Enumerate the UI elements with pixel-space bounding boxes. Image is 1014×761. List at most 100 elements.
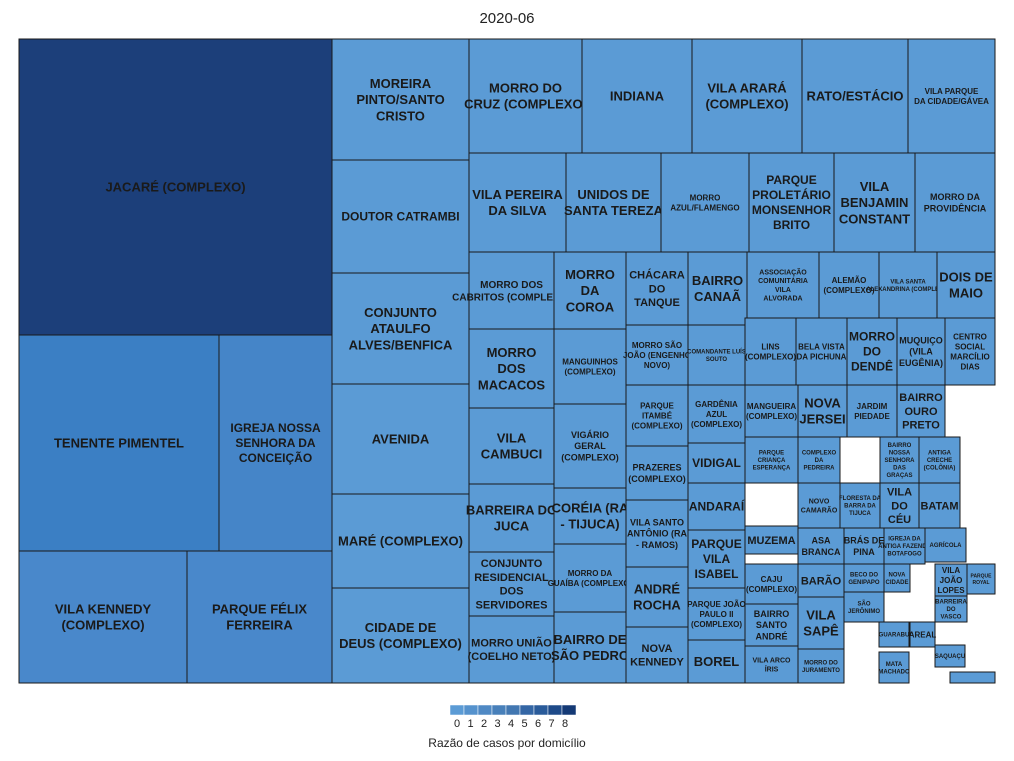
treemap-tile [331, 38, 470, 161]
treemap-tile-label: BAIRRO DE SÃO PEDRO [551, 632, 629, 663]
treemap-tile-label: COMANDANTE LUÍS SOUTO [687, 347, 746, 363]
chart-title: 2020-06 [479, 10, 535, 27]
treemap-tile-label: CHÁCARA DO TANQUE [629, 269, 685, 310]
treemap-tile-label: PARQUE PROLETÁRIO MONSENHOR BRITO [752, 173, 832, 232]
treemap-tile-label: GUARABU [879, 633, 910, 639]
treemap-tile-label: MORRO AZUL/FLAMENGO [670, 193, 739, 212]
treemap-tile [878, 621, 910, 648]
treemap-tile-label: MORRO DO DENDÊ [849, 330, 895, 374]
legend-tick: 6 [535, 718, 541, 730]
treemap-tile-label: GARDÊNIA AZUL (COMPLEXO) [691, 400, 742, 429]
treemap-tile-label: IGREJA NOSSA SENHORA DA CONCEIÇÃO [230, 421, 321, 465]
treemap-tile [744, 645, 799, 684]
treemap-tile-label: NOVO CAMARÃO [801, 499, 838, 515]
treemap-tile-label: MORRO SÃO JOÃO (ENGENHO NOVO) [623, 341, 691, 370]
treemap-tile-label: BAIRRO CANAÃ [692, 273, 743, 304]
treemap-tile [949, 671, 996, 684]
treemap-tile [468, 551, 555, 617]
treemap-tile [966, 563, 996, 595]
treemap-tile-label: ASA BRANCA [802, 536, 841, 557]
treemap-tile-label: BECO DO GENIPAPO [848, 572, 880, 586]
treemap-tile-label: MORRO UNIÃO (COELHO NETO) [468, 636, 556, 663]
treemap-tile [331, 383, 470, 495]
treemap-tile-label: UNIDOS DE SANTA TEREZA [564, 187, 664, 218]
treemap-tile-label: DOUTOR CATRAMBI [341, 210, 459, 224]
legend-tick: 5 [522, 718, 528, 730]
treemap-tile-label: MORRO DOS MACACOS [478, 345, 545, 393]
treemap-tile [468, 152, 567, 253]
treemap-tile-label: MORRO DA PROVIDÊNCIA [924, 192, 987, 213]
treemap-tile-label: PARQUE CRIANÇA ESPERANÇA [753, 451, 791, 472]
treemap-tile-label: AVENIDA [372, 432, 430, 447]
treemap-tile-label: NOVA CIDADE [885, 572, 908, 586]
treemap-tile-label: SÃO JERÔNIMO [848, 600, 880, 615]
treemap-tile [468, 483, 555, 553]
treemap-tile-label: BOREL [694, 654, 740, 669]
legend-swatch [463, 704, 479, 716]
treemap-tile [468, 328, 555, 409]
treemap-tile [581, 38, 693, 154]
treemap-tile [625, 499, 689, 568]
treemap-tile-label: CENTRO SOCIAL MARCÍLIO DIAS [950, 332, 990, 371]
treemap-tile [18, 550, 188, 684]
treemap-tile-label: VILA DO CÉU [887, 487, 912, 526]
treemap-tile [744, 436, 799, 484]
treemap-tile-label: VILA KENNEDY (COMPLEXO) [55, 601, 152, 632]
treemap-tile [625, 251, 689, 326]
legend-tick: 3 [495, 718, 501, 730]
legend-swatch [547, 704, 563, 716]
treemap-tile-label: CIDADE DE DEUS (COMPLEXO) [339, 620, 462, 651]
treemap-tile-label: BAIRRO NOSSA SENHORA DAS GRAÇAS [884, 443, 915, 479]
legend-tick: 7 [549, 718, 555, 730]
treemap-tile-label: PRAZERES (COMPLEXO) [628, 463, 686, 484]
treemap-tile-label: BARÃO [801, 574, 842, 587]
treemap-tile-label: MORRO DO JURAMENTO [802, 660, 840, 674]
treemap-tile [878, 651, 910, 684]
treemap-tile [795, 317, 848, 386]
treemap-tile-label: MANGUEIRA (COMPLEXO) [746, 402, 797, 421]
treemap-tile-label: DOIS DE MAIO [939, 269, 993, 300]
treemap-tile [744, 317, 797, 386]
treemap-tile-label: AGRÍCOLA [930, 541, 963, 549]
treemap-tile-label: BAIRRO OURO PRETO [899, 392, 943, 432]
treemap-tile [553, 251, 627, 330]
treemap-tile-label: NOVA JERSEI [799, 395, 845, 426]
treemap-tile [468, 615, 555, 684]
treemap-tile [687, 587, 746, 641]
legend-tick: 8 [562, 718, 568, 730]
legend-swatch [561, 704, 577, 716]
legend-tick: 2 [481, 718, 487, 730]
treemap-tile-label: PARQUE ROYAL [970, 574, 992, 586]
treemap-tile [883, 527, 926, 565]
legend-swatch [491, 704, 507, 716]
treemap-chart: JACARÉ (COMPLEXO) TENENTE PIMENTEL IGREJA … [18, 38, 996, 684]
treemap-tile [934, 644, 966, 668]
treemap-tile [553, 487, 627, 545]
treemap-tile-label: BATAM [920, 500, 958, 512]
treemap-tile-label: CAJU (COMPLEXO) [746, 575, 797, 594]
treemap-tile-label: VILA JOÃO LOPES [937, 566, 965, 595]
treemap-tile-label: MORRO DA GUAÍBA (COMPLEXO) [548, 569, 633, 588]
treemap-tile-label: CONJUNTO RESIDENCIAL DOS SERVIDORES [474, 558, 549, 611]
legend-tick: 4 [508, 718, 514, 730]
treemap-tile [896, 384, 946, 438]
treemap-tile [936, 251, 996, 319]
treemap-tile [797, 563, 845, 598]
treemap-tile [883, 563, 911, 593]
treemap-tile [553, 543, 627, 613]
treemap-tile [468, 251, 555, 330]
treemap-tile-label: CORÉIA (RA - TIJUCA) [552, 500, 629, 531]
treemap-tile [909, 621, 936, 648]
treemap-tile [687, 251, 748, 326]
treemap-tile-label: PARQUE VILA ISABEL [691, 537, 741, 581]
treemap-tile [18, 334, 220, 552]
treemap-tile-label: VILA PEREIRA DA SILVA [472, 187, 563, 218]
treemap-tile-label: IGREJA DA ANTIGA FAZENDA BOTAFOGO [878, 537, 931, 558]
treemap-tile [797, 482, 841, 529]
treemap-tile [468, 407, 555, 485]
treemap-tile [625, 384, 689, 447]
legend-swatch [505, 704, 521, 716]
treemap-tile [687, 482, 746, 531]
treemap-tile-label: MUQUIÇO (VILA EUGÊNIA) [899, 335, 943, 368]
